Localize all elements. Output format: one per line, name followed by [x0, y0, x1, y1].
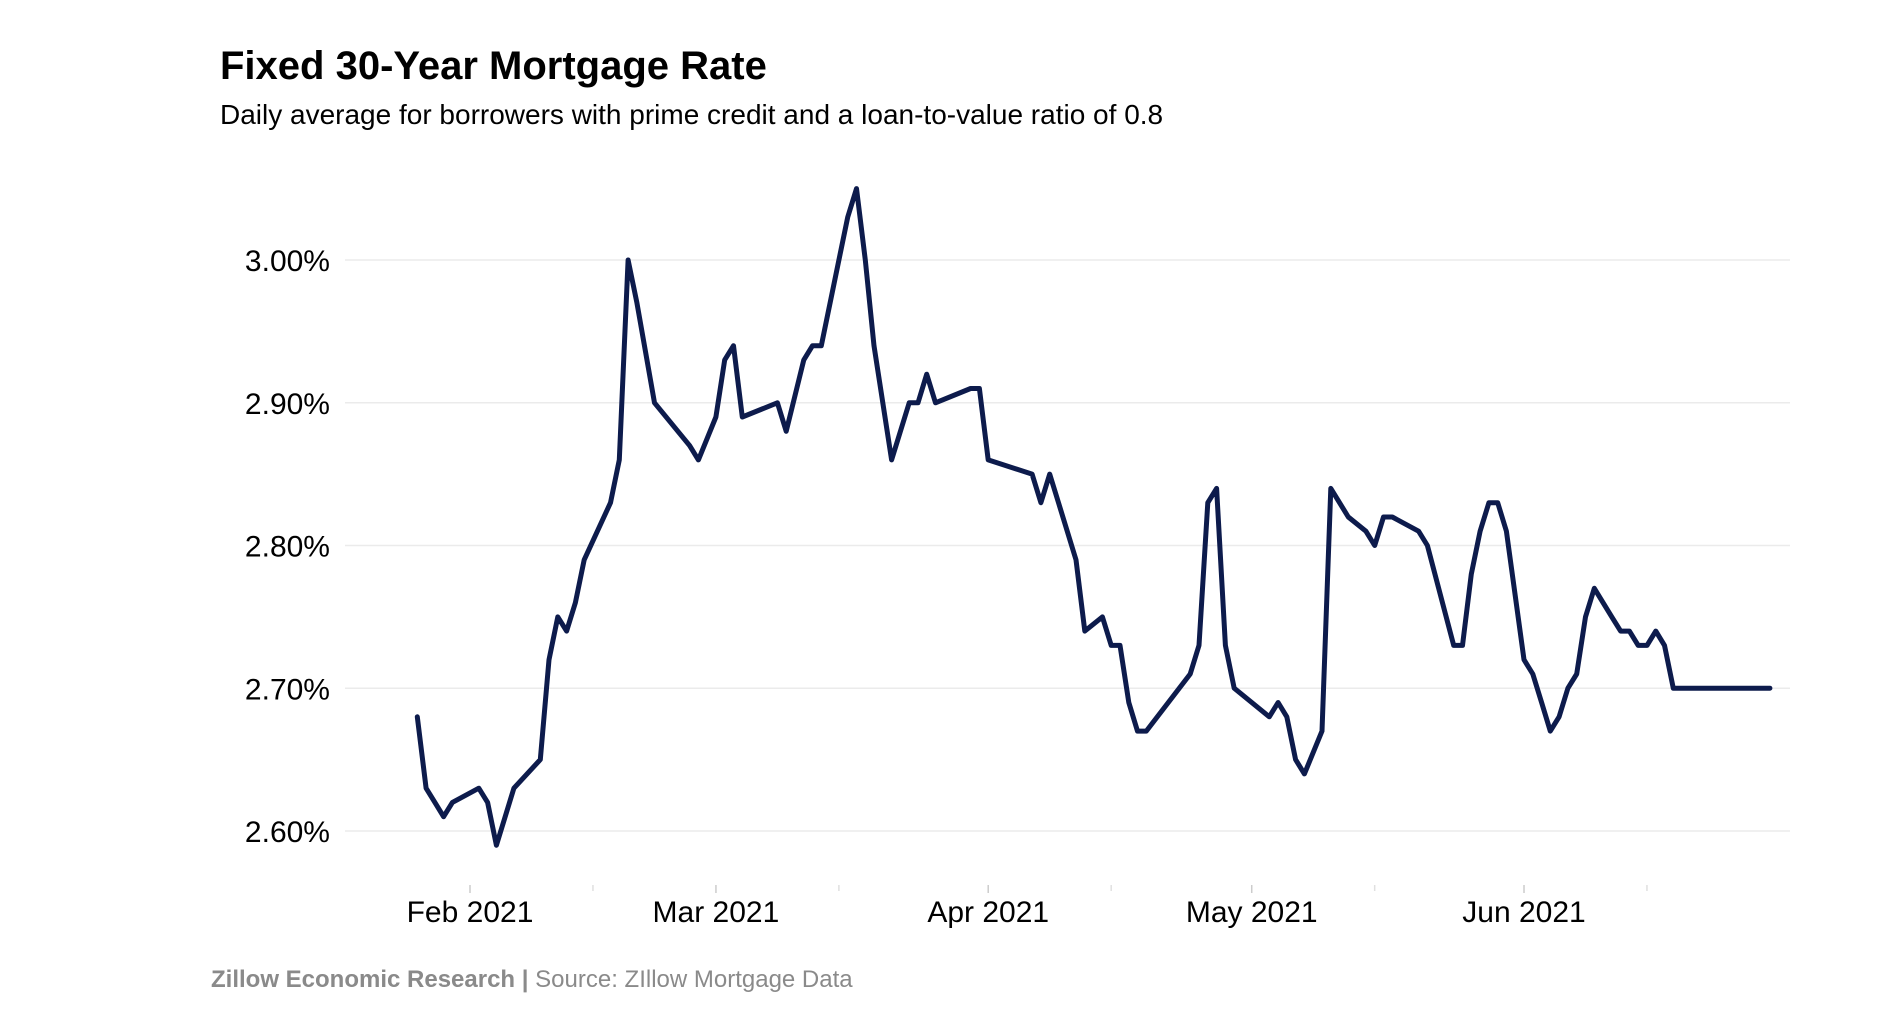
- x-tick-label: May 2021: [1186, 896, 1318, 929]
- y-tick-label: 2.90%: [245, 388, 330, 421]
- y-tick-label: 3.00%: [245, 245, 330, 278]
- chart-title: Fixed 30-Year Mortgage Rate: [220, 44, 767, 88]
- footer-org: Zillow Economic Research |: [211, 966, 529, 993]
- y-tick-label: 2.60%: [245, 816, 330, 849]
- x-tick-label: Mar 2021: [653, 896, 780, 929]
- chart-subtitle: Daily average for borrowers with prime c…: [220, 99, 1164, 130]
- x-tick-label: Feb 2021: [407, 896, 534, 929]
- footer-source: Source: ZIllow Mortgage Data: [528, 966, 853, 993]
- x-tick-label: Apr 2021: [927, 896, 1049, 929]
- x-tick-label: Jun 2021: [1462, 896, 1585, 929]
- y-tick-label: 2.70%: [245, 673, 330, 706]
- mortgage-rate-line: [414, 186, 1773, 848]
- footer-credit: Zillow Economic Research | Source: ZIllo…: [211, 966, 853, 994]
- y-tick-label: 2.80%: [245, 531, 330, 564]
